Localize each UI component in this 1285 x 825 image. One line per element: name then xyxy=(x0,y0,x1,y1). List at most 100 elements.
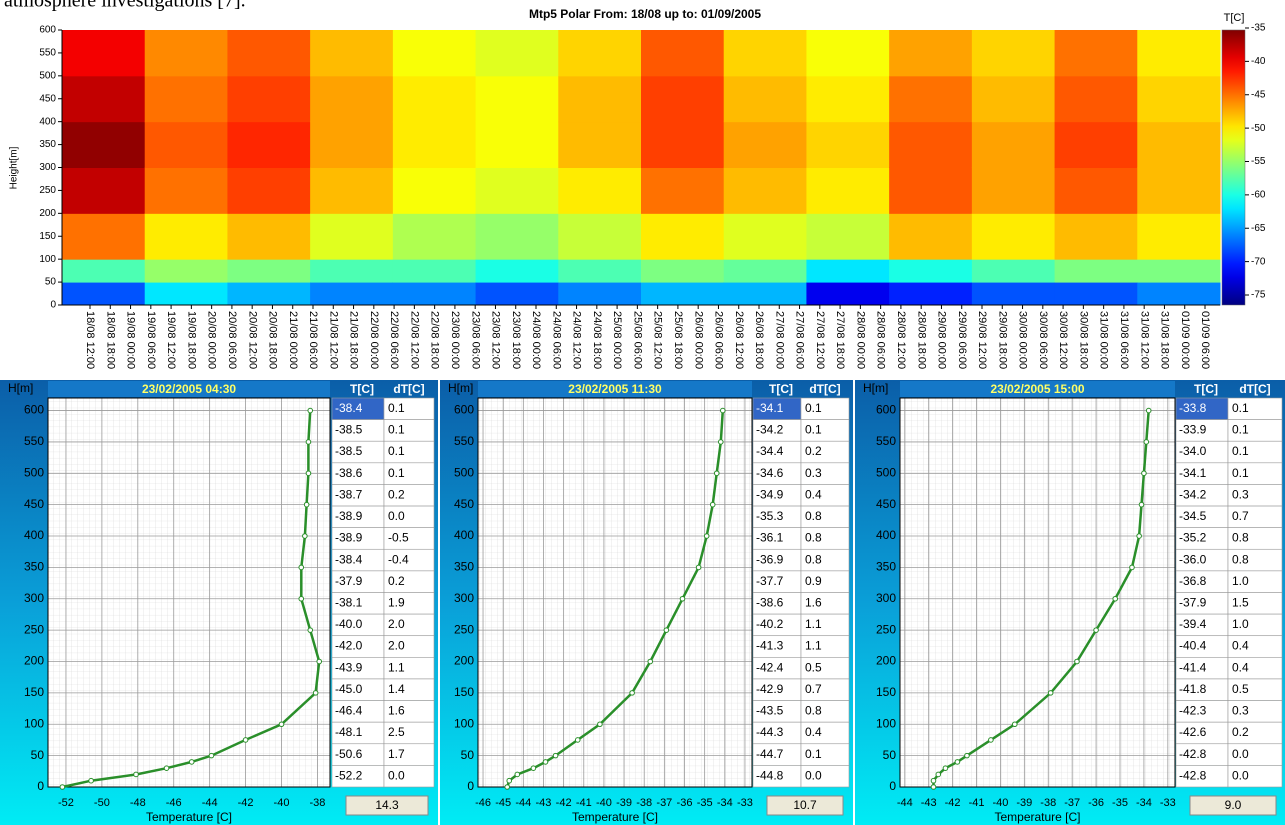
heat-cell xyxy=(558,259,642,283)
x-axis-label: Temperature [C] xyxy=(572,810,658,824)
y-axis-label: H[m] xyxy=(863,381,888,395)
temperature-cell: -40.2 xyxy=(756,617,784,631)
x-tick-label: 27/08 12:00 xyxy=(814,311,826,369)
heat-cell xyxy=(723,121,807,168)
heat-cell xyxy=(1137,282,1221,306)
heat-cell xyxy=(392,75,477,123)
dt-cell: 0.1 xyxy=(388,444,405,458)
heat-cell xyxy=(1054,30,1138,77)
x-tick-label: -41 xyxy=(576,797,592,809)
panel-title: 23/02/2005 11:30 xyxy=(568,382,662,396)
panel-header xyxy=(48,381,330,397)
x-tick-label: 30/08 00:00 xyxy=(1017,311,1029,369)
y-tick-label: 200 xyxy=(454,654,474,668)
heat-cell xyxy=(1054,259,1138,283)
profile-point xyxy=(647,658,654,665)
x-tick-label: 24/08 00:00 xyxy=(530,311,542,369)
temperature-cell: -42.8 xyxy=(1179,747,1207,761)
x-tick-label: -33 xyxy=(1160,797,1176,809)
dt-cell: -0.4 xyxy=(388,552,409,566)
x-tick-label: -34 xyxy=(717,797,733,809)
dt-cell: 0.4 xyxy=(805,725,822,739)
profile-point xyxy=(703,533,710,539)
temperature-cell: -45.0 xyxy=(335,682,363,696)
minor-grid xyxy=(900,398,1175,787)
heat-cell xyxy=(971,282,1056,306)
profile-point xyxy=(1138,501,1145,508)
heat-cell xyxy=(144,282,228,306)
y-tick-label: 150 xyxy=(454,685,474,699)
heat-cell xyxy=(558,213,642,260)
footer-box xyxy=(345,795,429,816)
heat-cell xyxy=(392,121,477,168)
profile-line xyxy=(62,410,321,789)
y-tick-label: 300 xyxy=(876,591,896,605)
dt-cell: 0.3 xyxy=(805,466,822,480)
x-tick-label: -42 xyxy=(945,797,961,809)
dt-cell: 0.8 xyxy=(1232,552,1249,566)
dt-cell: 0.0 xyxy=(1232,768,1249,782)
footer-value: 14.3 xyxy=(375,798,399,812)
dt-cell: 0.1 xyxy=(388,466,405,480)
heat-cell xyxy=(889,167,973,214)
x-tick-label: 27/08 06:00 xyxy=(794,311,806,369)
profile-point xyxy=(316,658,323,665)
x-tick-label: 25/08 18:00 xyxy=(672,311,684,369)
x-tick-label: 22/08 12:00 xyxy=(408,311,420,369)
heat-cell xyxy=(1137,121,1221,168)
x-tick-label: 24/08 12:00 xyxy=(571,311,583,369)
heat-cell xyxy=(889,282,973,306)
x-tick-label: 23/08 12:00 xyxy=(490,311,502,369)
heat-cell xyxy=(806,259,890,283)
table-header: dT[C] xyxy=(1239,382,1270,396)
temperature-cell: -38.4 xyxy=(335,401,363,415)
profile-point xyxy=(1136,533,1142,539)
temperature-cell: -38.9 xyxy=(335,531,363,545)
heat-cell xyxy=(1137,167,1221,214)
x-tick-label: 21/08 06:00 xyxy=(307,311,319,369)
heat-cell xyxy=(971,167,1056,214)
heat-cell xyxy=(889,259,973,283)
footer-box xyxy=(766,795,844,816)
heat-cell xyxy=(310,167,394,214)
heat-cell xyxy=(558,30,642,77)
x-tick-label: 30/08 18:00 xyxy=(1077,311,1089,369)
y-tick-label: 150 xyxy=(39,231,56,242)
heat-cell xyxy=(392,259,477,283)
y-tick-label: 550 xyxy=(24,434,44,448)
heat-cell xyxy=(227,167,311,214)
heat-cell xyxy=(558,282,642,306)
table-header: dT[C] xyxy=(393,382,424,396)
temperature-cell: -42.3 xyxy=(1179,704,1207,718)
heat-cell xyxy=(144,75,228,123)
x-tick-label: -48 xyxy=(130,797,146,809)
table-header: dT[C] xyxy=(809,382,840,396)
temperature-cell: -42.8 xyxy=(1179,768,1207,782)
heat-cell xyxy=(62,30,146,77)
table-cell xyxy=(383,765,435,788)
heat-cell xyxy=(227,282,311,306)
profile-point xyxy=(1145,407,1152,414)
x-tick-label: 28/08 18:00 xyxy=(915,311,927,369)
colorbar-tick-label: -40 xyxy=(1251,56,1266,67)
x-tick-label: 21/08 12:00 xyxy=(327,311,339,369)
dt-cell: 0.0 xyxy=(388,768,405,782)
profile-point xyxy=(1047,690,1054,696)
profile-point xyxy=(663,627,670,633)
temperature-cell: -34.1 xyxy=(1179,466,1207,480)
y-tick-label: 300 xyxy=(39,162,56,173)
y-tick-label: 100 xyxy=(876,716,896,730)
y-tick-label: 350 xyxy=(39,139,56,150)
heat-cell xyxy=(62,213,146,260)
heat-cell xyxy=(806,167,890,214)
x-tick-label: 24/08 18:00 xyxy=(591,311,603,369)
heat-cell xyxy=(310,213,394,260)
dt-cell: 0.4 xyxy=(1232,660,1249,674)
profile-point xyxy=(188,759,195,765)
x-tick-label: 18/08 12:00 xyxy=(84,311,96,369)
y-tick-label: 100 xyxy=(454,716,474,730)
profile-point xyxy=(305,470,312,477)
profile-point xyxy=(514,771,521,778)
heat-cell xyxy=(62,167,146,214)
heat-cell xyxy=(144,167,228,214)
